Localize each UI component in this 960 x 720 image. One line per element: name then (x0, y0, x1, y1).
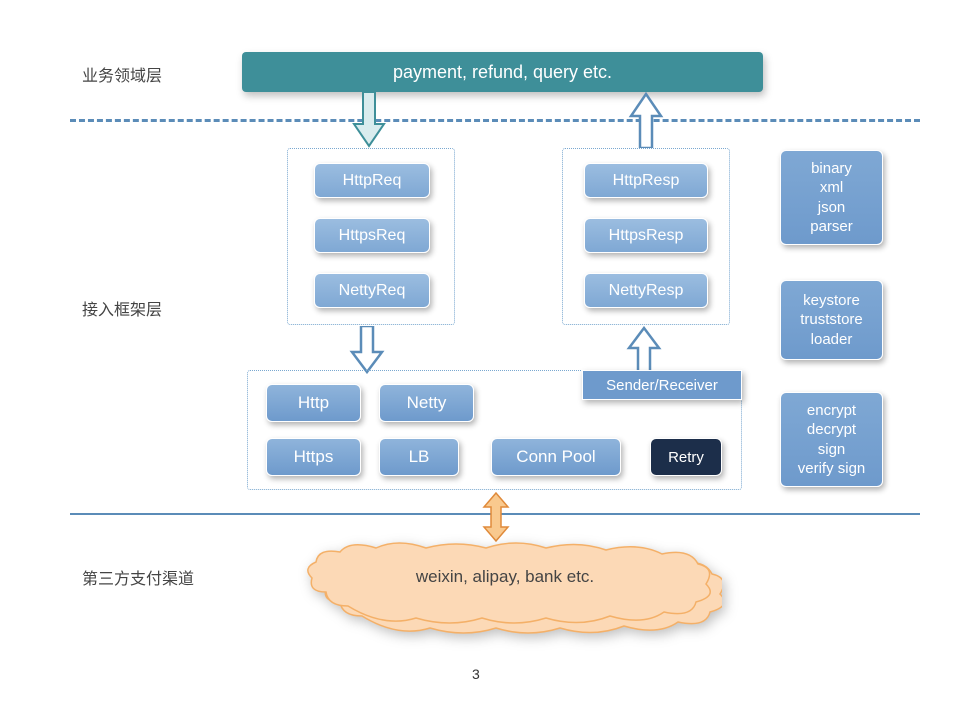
txt: json (818, 199, 846, 216)
side-box-parser: binary xml json parser (780, 150, 883, 245)
box-netty: Netty (379, 384, 474, 422)
page-number: 3 (472, 666, 480, 682)
arrow-up-from-transport (626, 326, 662, 374)
txt: verify sign (798, 460, 866, 477)
txt: xml (820, 179, 843, 196)
box-nettyresp: NettyResp (584, 273, 708, 308)
box-httpresp: HttpResp (584, 163, 708, 198)
cloud-text: weixin, alipay, bank etc. (380, 567, 630, 587)
arrow-down-req (351, 92, 387, 148)
box-httpsreq: HttpsReq (314, 218, 430, 253)
box-https: Https (266, 438, 361, 476)
box-lb: LB (379, 438, 459, 476)
txt: keystore (803, 292, 860, 309)
txt: sign (818, 441, 846, 458)
layer-label-business: 业务领域层 (82, 62, 162, 86)
box-retry: Retry (650, 438, 722, 476)
arrow-down-transport (349, 326, 385, 374)
box-httpsresp: HttpsResp (584, 218, 708, 253)
side-box-keystore: keystore truststore loader (780, 280, 883, 360)
box-connpool: Conn Pool (491, 438, 621, 476)
txt: binary (811, 160, 852, 177)
box-httpreq: HttpReq (314, 163, 430, 198)
txt: loader (811, 331, 853, 348)
box-http: Http (266, 384, 361, 422)
box-nettyreq: NettyReq (314, 273, 430, 308)
arrow-up-resp (628, 92, 664, 148)
layer-label-thirdparty: 第三方支付渠道 (82, 565, 194, 589)
transport-tab: Sender/Receiver (582, 370, 742, 400)
txt: parser (810, 218, 853, 235)
side-box-crypto: encrypt decrypt sign verify sign (780, 392, 883, 487)
layer-label-framework: 接入框架层 (82, 296, 162, 320)
cloud-thirdparty (282, 532, 722, 647)
divider-dashed (70, 119, 920, 122)
txt: decrypt (807, 421, 856, 438)
business-bar: payment, refund, query etc. (242, 52, 763, 92)
txt: truststore (800, 311, 863, 328)
txt: encrypt (807, 402, 856, 419)
